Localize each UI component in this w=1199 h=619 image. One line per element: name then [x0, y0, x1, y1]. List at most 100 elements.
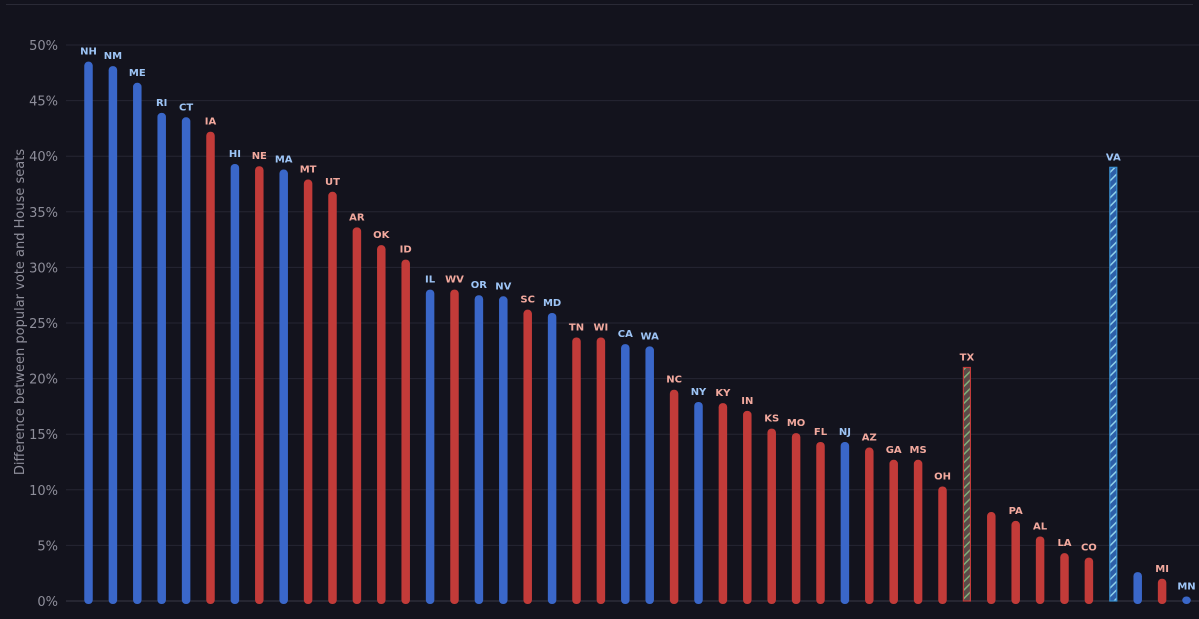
- bar-label-wa: WA: [641, 331, 660, 342]
- bar-ma: [279, 169, 288, 604]
- bar-va: [1109, 166, 1118, 602]
- bar-me: [133, 82, 142, 605]
- bar-label-mn: MN: [1177, 582, 1195, 593]
- bar-md: [547, 312, 557, 604]
- bar-nj: [840, 441, 850, 604]
- bar-az: [865, 447, 874, 604]
- bar-label-az: AZ: [862, 433, 877, 444]
- bar-nh: [84, 61, 93, 605]
- bar-wa: [645, 346, 654, 604]
- y-tick-label: 5%: [37, 539, 58, 554]
- bar-il: [425, 289, 435, 604]
- bar-label-pa: PA: [1009, 506, 1023, 517]
- bar-ny: [694, 401, 703, 604]
- bar-label-al: AL: [1033, 522, 1048, 533]
- bar-al: [1035, 536, 1045, 604]
- bar-label-nv: NV: [495, 281, 511, 292]
- y-tick-label: 25%: [29, 317, 58, 332]
- bar-ca: [621, 344, 630, 604]
- bar-label-ky: KY: [715, 388, 731, 399]
- y-axis-ticks: 0% 5% 10% 15% 20% 25% 30% 35% 40% 45% 50%: [29, 39, 58, 610]
- bar-label-wi: WI: [594, 322, 609, 333]
- y-tick-label: 35%: [29, 206, 58, 221]
- bar-sc: [523, 309, 532, 604]
- bars: [84, 61, 1191, 605]
- y-tick-label: 0%: [37, 595, 58, 610]
- bar-label-sc: SC: [520, 295, 535, 306]
- bar-label-in: IN: [741, 396, 753, 407]
- bar-unlabeled-37: [987, 512, 996, 604]
- bar-label-tn: TN: [569, 322, 584, 333]
- bar-label-ne: NE: [252, 151, 267, 162]
- grid-lines: [66, 44, 1199, 602]
- bar-co: [1084, 557, 1094, 604]
- bar-label-ar: AR: [349, 212, 365, 223]
- y-tick-label: 15%: [29, 428, 58, 443]
- bar-ar: [352, 227, 362, 605]
- bar-tn: [572, 337, 581, 604]
- bar-fl: [816, 441, 825, 604]
- bar-label-ia: IA: [205, 117, 217, 128]
- bar-label-nh: NH: [80, 47, 97, 58]
- bar-label-hi: HI: [229, 149, 241, 160]
- bar-nv: [499, 296, 508, 604]
- bar-ok: [377, 245, 386, 604]
- bar-la: [1060, 553, 1069, 604]
- bar-label-ks: KS: [764, 414, 779, 425]
- bar-ky: [718, 403, 728, 604]
- bar-or: [474, 295, 484, 604]
- bar-label-tx: TX: [960, 352, 975, 363]
- bar-nm: [108, 66, 118, 605]
- bar-label-nm: NM: [104, 51, 122, 62]
- y-axis-label: Difference between popular vote and Hous…: [13, 149, 28, 475]
- bar-label-mt: MT: [300, 165, 317, 176]
- bar-label-ri: RI: [156, 98, 167, 109]
- bar-id: [401, 259, 410, 604]
- y-tick-label: 50%: [29, 39, 58, 54]
- bar-label-co: CO: [1081, 543, 1097, 554]
- bar-label-il: IL: [425, 275, 436, 286]
- bar-label-mo: MO: [787, 418, 805, 429]
- bar-label-ca: CA: [618, 329, 633, 340]
- bar-label-md: MD: [543, 298, 561, 309]
- bar-label-nc: NC: [666, 375, 682, 386]
- bar-ms: [913, 459, 923, 604]
- bar-in: [743, 410, 752, 604]
- bar-unlabeled-43: [1133, 572, 1142, 604]
- bar-hi: [230, 163, 240, 604]
- bar-ia: [206, 131, 215, 604]
- bar-label-la: LA: [1057, 538, 1071, 549]
- bar-ga: [889, 459, 898, 604]
- bar-pa: [1011, 520, 1020, 604]
- y-tick-label: 20%: [29, 373, 58, 388]
- bar-label-id: ID: [400, 245, 412, 256]
- bar-label-me: ME: [129, 68, 146, 79]
- y-tick-label: 30%: [29, 261, 58, 276]
- bar-nc: [669, 389, 679, 604]
- top-border: [6, 4, 1193, 5]
- y-tick-label: 40%: [29, 150, 58, 165]
- bar-label-mi: MI: [1155, 564, 1169, 575]
- bar-ct: [181, 117, 191, 604]
- bar-label-oh: OH: [934, 471, 951, 482]
- y-tick-label: 10%: [29, 484, 58, 499]
- bar-ut: [328, 191, 337, 604]
- bar-wv: [450, 289, 459, 604]
- bar-label-ga: GA: [886, 445, 902, 456]
- bar-mt: [303, 179, 313, 604]
- bar-label-ms: MS: [910, 445, 927, 456]
- bar-label-ok: OK: [373, 230, 391, 241]
- bar-mi: [1157, 578, 1167, 604]
- bar-label-nj: NJ: [839, 427, 851, 438]
- bar-label-ut: UT: [325, 177, 340, 188]
- bar-mo: [791, 433, 801, 604]
- bar-ri: [157, 112, 166, 604]
- y-tick-label: 45%: [29, 95, 58, 110]
- bar-label-ny: NY: [691, 387, 707, 398]
- bar-label-ct: CT: [179, 102, 193, 113]
- bar-ne: [255, 166, 264, 604]
- bar-tx: [962, 366, 972, 602]
- bar-wi: [596, 337, 606, 604]
